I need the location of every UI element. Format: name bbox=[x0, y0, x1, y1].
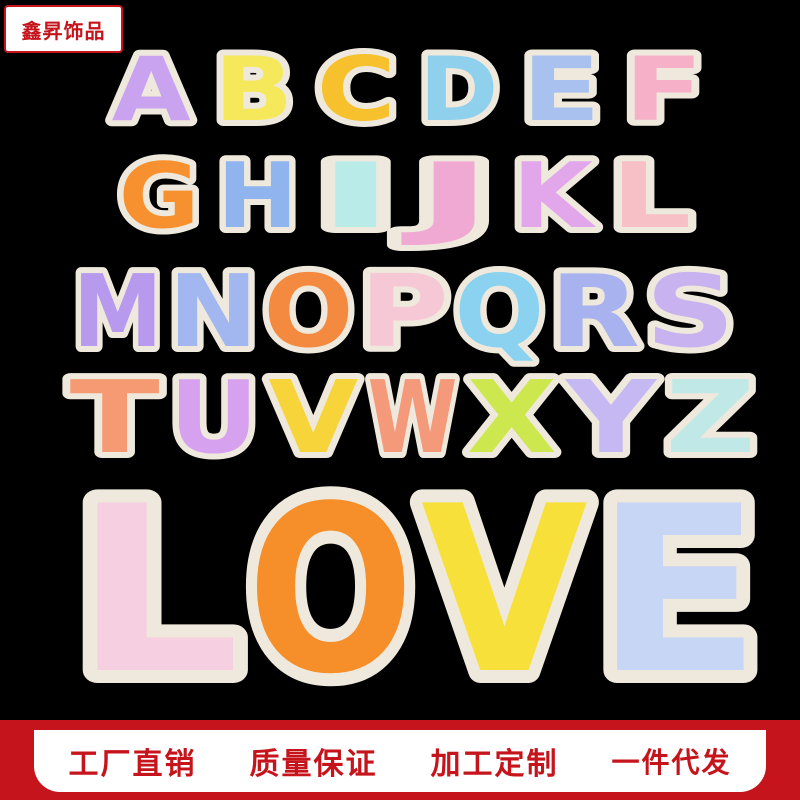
footer-banner: 工厂直销 质量保证 加工定制 一件代发 bbox=[0, 720, 800, 800]
patch-border: M bbox=[73, 253, 163, 370]
letter-patch-v: VV bbox=[408, 445, 601, 715]
patch-border: B bbox=[214, 38, 293, 141]
patch-letter: V bbox=[421, 458, 588, 715]
patch-letter: V bbox=[268, 359, 358, 476]
letter-patch-x: XX bbox=[461, 353, 563, 482]
letter-patch-s: SS bbox=[639, 247, 741, 376]
patch-letter: D bbox=[419, 38, 498, 141]
letter-patch-f: FF bbox=[618, 32, 709, 147]
patch-letter: I bbox=[315, 144, 396, 249]
letter-patch-a: AA bbox=[106, 32, 197, 147]
patch-border: P bbox=[359, 253, 449, 370]
slogan-dropshipping: 一件代发 bbox=[611, 746, 732, 779]
patch-letter: O bbox=[264, 253, 354, 370]
letter-patch-w: WW bbox=[362, 353, 464, 482]
letter-patch-e: EE bbox=[582, 445, 775, 715]
letter-patch-o: OO bbox=[258, 247, 360, 376]
patch-border: E bbox=[522, 38, 601, 141]
brand-name: 鑫昇饰品 bbox=[21, 18, 106, 43]
patch-letter: O bbox=[247, 458, 414, 715]
letter-patch-u: UU bbox=[163, 353, 265, 482]
letter-patch-o: OO bbox=[234, 445, 427, 715]
patch-letter: Q bbox=[454, 253, 544, 370]
patch-letter: C bbox=[317, 38, 396, 141]
patch-letter: K bbox=[512, 144, 597, 249]
letter-patch-j: JJ bbox=[393, 138, 501, 255]
patch-border: X bbox=[467, 359, 557, 476]
letter-patch-d: DD bbox=[413, 32, 504, 147]
patch-border: Q bbox=[454, 253, 544, 370]
patch-border: L bbox=[610, 144, 691, 249]
slogan-bar: 工厂直销 质量保证 加工定制 一件代发 bbox=[34, 720, 766, 792]
slogan-custom-processing: 加工定制 bbox=[430, 747, 559, 782]
patch-border: W bbox=[368, 359, 458, 476]
slogan-quality-guarantee: 质量保证 bbox=[249, 747, 378, 782]
patch-letter: R bbox=[550, 253, 640, 370]
patch-letter: Y bbox=[565, 359, 658, 476]
patch-letter: A bbox=[112, 38, 191, 141]
patch-border: O bbox=[264, 253, 354, 370]
patch-border: Z bbox=[665, 359, 755, 476]
patch-border: Y bbox=[565, 359, 658, 476]
patch-letter: S bbox=[645, 253, 735, 370]
patch-border: A bbox=[112, 38, 191, 141]
letter-patch-m: MM bbox=[67, 247, 169, 376]
patch-border: D bbox=[419, 38, 498, 141]
patch-letter: L bbox=[73, 458, 240, 715]
patch-letter: T bbox=[70, 359, 160, 476]
letter-patch-y: YY bbox=[559, 353, 664, 482]
patch-letter: L bbox=[610, 144, 691, 249]
patch-border: F bbox=[624, 38, 703, 141]
letter-patch-g: GG bbox=[113, 138, 206, 255]
patch-letter: G bbox=[119, 144, 200, 249]
letter-patch-r: RR bbox=[544, 247, 646, 376]
patch-letter: F bbox=[624, 38, 703, 141]
letter-patch-h: HH bbox=[211, 138, 304, 255]
patch-border: V bbox=[268, 359, 358, 476]
letter-patch-l: LL bbox=[60, 445, 253, 715]
patch-letter: H bbox=[217, 144, 298, 249]
patch-border: U bbox=[169, 359, 259, 476]
patch-border: C bbox=[317, 38, 396, 141]
letter-patch-c: CC bbox=[311, 32, 402, 147]
patch-border: N bbox=[168, 253, 258, 370]
letter-patch-i: II bbox=[309, 138, 402, 255]
patch-letter: B bbox=[214, 38, 293, 141]
letter-patch-e: EE bbox=[516, 32, 607, 147]
letter-patch-n: NN bbox=[162, 247, 264, 376]
patch-border: R bbox=[550, 253, 640, 370]
patch-letter: U bbox=[169, 359, 259, 476]
letter-patch-v: VV bbox=[262, 353, 364, 482]
patch-border: V bbox=[421, 458, 588, 715]
patch-letter: X bbox=[467, 359, 557, 476]
patch-letter: Z bbox=[665, 359, 755, 476]
letter-patch-t: TT bbox=[64, 353, 166, 482]
letter-patch-z: ZZ bbox=[659, 353, 761, 482]
patch-border: E bbox=[595, 458, 762, 715]
patch-border: S bbox=[645, 253, 735, 370]
patch-border: O bbox=[247, 458, 414, 715]
patch-letter: W bbox=[368, 359, 458, 476]
letter-patch-l: LL bbox=[604, 138, 697, 255]
patch-letter: N bbox=[168, 253, 258, 370]
patch-border: K bbox=[512, 144, 597, 249]
patch-letter: P bbox=[359, 253, 449, 370]
patch-letter: M bbox=[73, 253, 163, 370]
letter-patch-k: KK bbox=[506, 138, 603, 255]
patch-letter: J bbox=[399, 144, 495, 249]
letter-patch-q: QQ bbox=[448, 247, 550, 376]
patch-letter: E bbox=[595, 458, 762, 715]
patch-border: H bbox=[217, 144, 298, 249]
patch-border: T bbox=[70, 359, 160, 476]
patch-border: I bbox=[315, 144, 396, 249]
letter-patch-b: BB bbox=[208, 32, 299, 147]
patch-border: L bbox=[73, 458, 240, 715]
brand-tag: 鑫昇饰品 bbox=[4, 5, 123, 53]
patch-letter: E bbox=[522, 38, 601, 141]
slogan-factory-direct: 工厂直销 bbox=[68, 747, 197, 782]
patch-border: G bbox=[119, 144, 200, 249]
letter-patch-p: PP bbox=[353, 247, 455, 376]
